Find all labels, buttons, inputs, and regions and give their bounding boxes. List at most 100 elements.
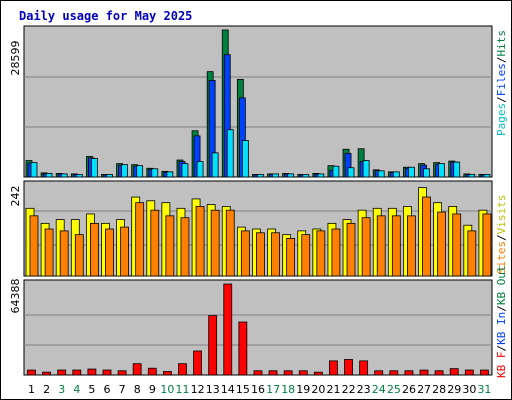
bar-kb-f bbox=[464, 369, 474, 376]
x-tick-label: 9 bbox=[149, 383, 156, 396]
bar-pages bbox=[136, 165, 144, 178]
y-max-label: 242 bbox=[9, 186, 22, 207]
x-tick-label: 30 bbox=[462, 383, 476, 396]
bar-sites bbox=[256, 232, 265, 277]
bar-pages bbox=[257, 174, 264, 178]
x-tick-label: 4 bbox=[73, 383, 80, 396]
bar-kb-f bbox=[434, 370, 444, 376]
x-tick-label: 13 bbox=[206, 383, 220, 396]
bar-kb-f bbox=[404, 370, 414, 376]
series-legend: Pages/Files/Hits bbox=[495, 30, 508, 136]
bar-sites bbox=[29, 215, 39, 277]
x-tick-label: 10 bbox=[160, 383, 174, 396]
bar-pages bbox=[347, 167, 355, 178]
bar-kb-f bbox=[178, 363, 187, 376]
bar-kb-f bbox=[57, 369, 67, 376]
x-tick-label: 31 bbox=[477, 383, 491, 396]
bar-pages bbox=[151, 168, 159, 178]
bar-kb-f bbox=[42, 371, 51, 376]
y-max-label: 64388 bbox=[9, 279, 22, 314]
bar-kb-f bbox=[359, 360, 369, 376]
y-max-label: 28599 bbox=[9, 41, 22, 76]
bar-sites bbox=[135, 202, 145, 277]
chart-panel-1 bbox=[23, 25, 493, 178]
bar-kb-f bbox=[419, 369, 429, 376]
bar-pages bbox=[75, 174, 83, 178]
bar-sites bbox=[74, 234, 84, 277]
bar-sites bbox=[482, 213, 492, 277]
bar-sites bbox=[150, 209, 160, 277]
bar-kb-f bbox=[298, 370, 308, 376]
chart-panel-3 bbox=[23, 279, 493, 376]
bar-sites bbox=[180, 217, 190, 277]
bar-pages bbox=[317, 173, 325, 178]
bar-kb-f bbox=[283, 370, 293, 376]
x-tick-label: 14 bbox=[221, 383, 235, 396]
bar-kb-f bbox=[449, 368, 459, 376]
bar-sites bbox=[437, 211, 447, 277]
bar-sites bbox=[271, 232, 280, 277]
bar-pages bbox=[181, 163, 189, 178]
bar-sites bbox=[452, 213, 462, 277]
bar-pages bbox=[453, 161, 461, 178]
x-tick-label: 24 bbox=[372, 383, 386, 396]
bar-kb-f bbox=[117, 370, 127, 376]
bar-pages bbox=[423, 168, 430, 178]
x-tick-label: 8 bbox=[134, 383, 141, 396]
bar-kb-f bbox=[268, 370, 278, 376]
bar-kb-f bbox=[147, 367, 157, 376]
bar-sites bbox=[210, 209, 220, 277]
bar-pages bbox=[241, 140, 249, 178]
bar-pages bbox=[45, 173, 53, 178]
bar-pages bbox=[408, 166, 415, 178]
x-tick-label: 22 bbox=[342, 383, 356, 396]
bar-pages bbox=[483, 174, 491, 178]
bar-pages bbox=[272, 173, 279, 178]
bar-pages bbox=[468, 174, 476, 178]
bar-sites bbox=[225, 209, 235, 277]
bar-sites bbox=[467, 230, 477, 277]
bar-kb-f bbox=[162, 371, 172, 376]
bar-sites bbox=[391, 215, 401, 277]
bar-sites bbox=[195, 206, 205, 277]
bar-sites bbox=[59, 230, 69, 277]
x-tick-label: 1 bbox=[28, 383, 35, 396]
bar-sites bbox=[331, 228, 341, 277]
bar-pages bbox=[438, 163, 446, 178]
bar-kb-f bbox=[102, 369, 112, 376]
bar-pages bbox=[392, 171, 400, 178]
x-tick-label: 21 bbox=[326, 383, 340, 396]
bar-pages bbox=[226, 129, 234, 178]
bar-sites bbox=[407, 215, 416, 277]
x-tick-label: 2 bbox=[43, 383, 50, 396]
bar-pages bbox=[106, 174, 113, 178]
series-legend: KB F/KB In/KB Out bbox=[495, 265, 508, 378]
chart-title: Daily usage for May 2025 bbox=[19, 9, 192, 23]
bar-pages bbox=[287, 173, 295, 178]
bar-pages bbox=[362, 160, 370, 178]
bar-kb-f bbox=[344, 359, 353, 376]
bar-kb-f bbox=[193, 350, 202, 376]
bar-sites bbox=[89, 222, 99, 277]
bar-kb-f bbox=[72, 369, 82, 376]
bar-sites bbox=[361, 217, 371, 277]
bar-sites bbox=[240, 230, 250, 277]
x-tick-label: 19 bbox=[296, 383, 310, 396]
x-tick-label: 17 bbox=[266, 383, 280, 396]
bar-pages bbox=[90, 158, 98, 178]
x-tick-label: 12 bbox=[191, 383, 205, 396]
bar-kb-f bbox=[223, 283, 233, 376]
x-tick-label: 18 bbox=[281, 383, 295, 396]
bar-sites bbox=[376, 215, 386, 277]
bar-pages bbox=[302, 174, 310, 178]
bar-sites bbox=[120, 226, 129, 277]
bar-pages bbox=[211, 152, 219, 178]
bar-pages bbox=[30, 162, 38, 178]
x-tick-label: 20 bbox=[311, 383, 325, 396]
bar-pages bbox=[377, 170, 385, 178]
bar-kb-f bbox=[253, 370, 263, 376]
bar-kb-f bbox=[480, 369, 489, 376]
x-tick-label: 25 bbox=[387, 383, 401, 396]
bar-sites bbox=[301, 234, 311, 277]
series-legend: Sites/Visits bbox=[495, 195, 508, 275]
